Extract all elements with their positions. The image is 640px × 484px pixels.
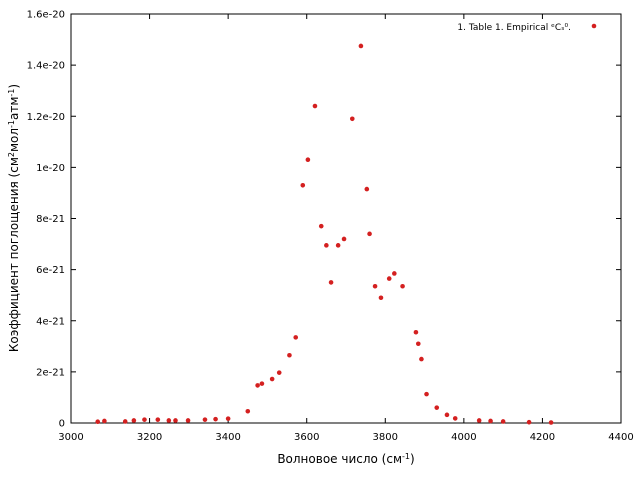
y-axis-label-sup: -1: [7, 120, 16, 128]
legend: 1. Table 1. Empirical ᵉCₛ⁰.: [457, 23, 597, 33]
x-tick-label: 3400: [215, 432, 240, 443]
data-point: [293, 335, 299, 340]
data-point: [400, 283, 405, 289]
data-point: [173, 418, 178, 423]
data-point: [318, 223, 324, 229]
data-point: [328, 280, 334, 285]
data-point: [225, 416, 231, 421]
y-axis-label-part: атм: [7, 97, 21, 120]
data-point: [245, 408, 251, 414]
data-point: [335, 243, 341, 248]
data-point: [548, 420, 554, 425]
y-axis-label-sup: 2: [7, 152, 16, 157]
data-point: [202, 417, 208, 422]
data-point: [259, 381, 265, 386]
y-axis-ticks: 0 2e-21 4e-21 6e-21 8e-21 1e-20 1.2e-20 1.4e-20…: [27, 10, 621, 430]
x-axis-ticks: 3000 3200 3400 3600 3800 4000 4200 4400: [58, 14, 634, 443]
y-tick-label: 1.6e-20: [27, 10, 65, 21]
data-point: [349, 116, 355, 122]
data-points: [95, 43, 554, 425]
y-axis-label-part: Коэффициент поглощения (см: [7, 157, 21, 352]
data-point: [358, 43, 364, 49]
data-point: [276, 370, 282, 375]
data-point: [312, 103, 318, 109]
data-point: [392, 271, 397, 276]
legend-label: 1. Table 1. Empirical ᵉCₛ⁰.: [457, 23, 571, 33]
data-point: [413, 329, 419, 335]
data-point: [255, 383, 260, 388]
data-point: [452, 416, 458, 421]
data-point: [131, 418, 137, 423]
plot-frame: [70, 13, 622, 424]
x-tick-label: 3000: [58, 432, 83, 443]
data-point: [142, 417, 147, 422]
y-tick-label: 1.2e-20: [27, 112, 65, 123]
data-point: [166, 418, 172, 423]
y-axis-label-part: ): [7, 84, 21, 89]
x-axis-label-tail: ): [410, 452, 415, 466]
data-point: [269, 376, 275, 382]
y-tick-label: 8e-21: [36, 214, 65, 225]
y-axis-label-part: мол: [7, 128, 21, 152]
x-axis-label-main: Волновое число (см: [277, 452, 402, 466]
data-point: [386, 276, 392, 281]
y-tick-label: 4e-21: [36, 316, 65, 327]
data-point: [434, 405, 440, 410]
data-point: [95, 419, 101, 425]
y-tick-label: 6e-21: [36, 265, 65, 276]
data-point: [213, 416, 218, 422]
y-tick-label: 0: [59, 419, 65, 430]
data-point: [424, 391, 429, 397]
x-tick-label: 3800: [373, 432, 398, 443]
data-point: [341, 236, 347, 242]
data-point: [324, 243, 329, 248]
data-point: [476, 418, 482, 423]
data-point: [305, 157, 311, 163]
x-tick-label: 3600: [294, 432, 319, 443]
data-point: [415, 341, 421, 347]
data-point: [419, 356, 424, 362]
y-tick-label: 1.4e-20: [27, 61, 65, 72]
data-point: [526, 419, 532, 425]
data-point: [444, 412, 450, 418]
y-axis-label-sup: -1: [7, 89, 16, 97]
data-point: [378, 295, 384, 301]
data-point: [102, 418, 107, 424]
x-tick-label: 4000: [451, 432, 476, 443]
data-point: [185, 418, 191, 423]
data-point: [122, 419, 128, 424]
data-point: [488, 418, 493, 424]
x-tick-label: 4200: [530, 432, 555, 443]
y-tick-label: 1e-20: [36, 163, 65, 174]
x-axis-label-sup: -1: [402, 452, 410, 461]
y-tick-label: 2e-21: [36, 367, 65, 378]
x-axis-label: Волновое число (см-1): [277, 452, 414, 467]
data-point: [500, 419, 506, 424]
x-tick-label: 3200: [137, 432, 162, 443]
data-point: [155, 417, 161, 422]
legend-marker: [591, 23, 597, 29]
data-point: [300, 182, 306, 188]
data-point: [287, 352, 292, 358]
data-point: [367, 231, 372, 237]
y-axis-label: Коэффициент поглощения (см2мол-1атм-1): [7, 84, 22, 352]
data-point: [364, 186, 370, 192]
x-tick-label: 4400: [608, 432, 633, 443]
data-point: [372, 283, 378, 289]
